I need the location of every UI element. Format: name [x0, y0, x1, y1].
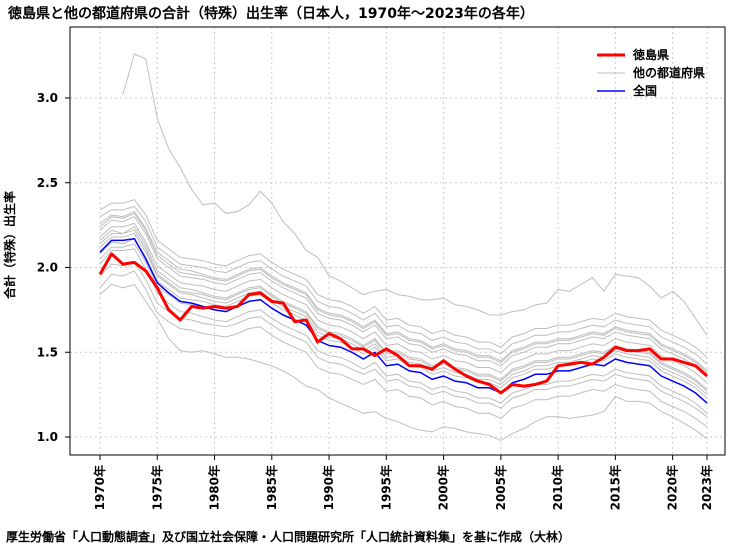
- grid-lines: [70, 27, 725, 455]
- series-line-national: [99, 237, 708, 404]
- x-tick-label: 1990年: [321, 465, 336, 510]
- series-line-other-prefecture: [99, 261, 708, 418]
- x-tick-label: 1985年: [264, 465, 279, 510]
- x-tick-label: 1970年: [92, 465, 107, 510]
- y-tick-label: 1.5: [37, 345, 58, 359]
- x-tick-label: 2000年: [436, 465, 451, 510]
- chart-title: 徳島県と他の都道府県の合計（特殊）出生率（日本人，1970年〜2023年の各年）: [8, 6, 534, 22]
- series-line-other-prefecture: [99, 212, 708, 373]
- x-tick-label: 1995年: [378, 465, 393, 510]
- plot-frame: [69, 26, 726, 456]
- series-line-other-prefecture: [99, 226, 708, 390]
- series-line-other-prefecture: [99, 233, 708, 395]
- y-tick-label: 2.5: [37, 176, 58, 190]
- series-line-other-prefecture: [99, 270, 708, 428]
- other-prefecture-lines: [99, 53, 708, 441]
- axes: 1.0 1.5 2.0 2.5 3.0 1970年 1975年 1980年 1985年 1990年…: [37, 26, 726, 510]
- legend-label: 他の都道府県: [632, 65, 705, 80]
- x-tick-label: 2010年: [550, 465, 565, 510]
- source-note: 厚生労働省「人口動態調査」及び国立社会保障・人口問題研究所「人口統計資料集」を基…: [6, 530, 571, 544]
- x-tick-label: 2020年: [665, 465, 680, 510]
- x-tick-label: 2015年: [607, 465, 622, 510]
- series-line-other-prefecture: [99, 283, 708, 441]
- y-tick-label: 2.0: [37, 261, 58, 275]
- y-tick-label: 1.0: [37, 430, 58, 444]
- y-axis-label: 合計（特殊）出生率: [2, 191, 17, 299]
- x-tick-label: 1975年: [149, 465, 164, 510]
- x-tick-label: 2005年: [493, 465, 508, 510]
- series-line-other-prefecture: [99, 216, 708, 377]
- legend-label: 全国: [632, 83, 657, 98]
- series-line-other-prefecture: [122, 53, 708, 336]
- legend-label: 徳島県: [632, 47, 669, 62]
- series-line-other-prefecture: [99, 205, 708, 365]
- x-tick-label: 1980年: [207, 465, 222, 510]
- series-line-other-prefecture: [99, 222, 708, 384]
- series-line-other-prefecture: [99, 229, 708, 392]
- x-tick-label: 2023年: [699, 465, 714, 510]
- series-line-other-prefecture: [99, 199, 708, 358]
- series-line-tokushima: [98, 252, 708, 395]
- y-tick-label: 3.0: [37, 91, 58, 105]
- series-line-other-prefecture: [99, 248, 708, 414]
- highlighted-series-lines: [98, 237, 708, 404]
- series-line-other-prefecture: [99, 210, 708, 372]
